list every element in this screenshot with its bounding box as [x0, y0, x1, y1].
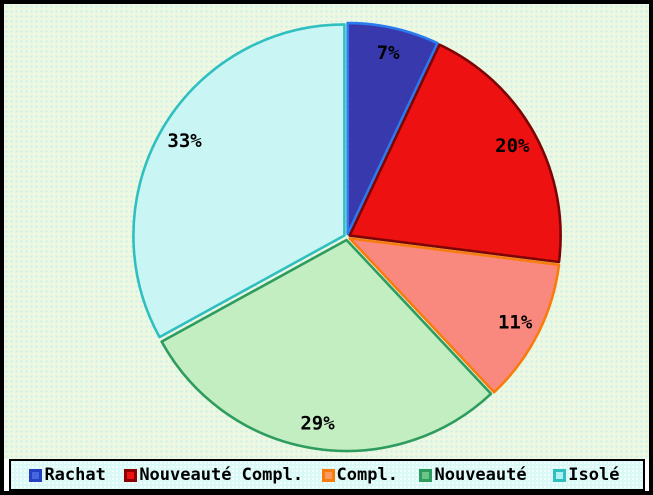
legend-item-3: Compl. [303, 461, 416, 489]
slice-percent-label: 11% [498, 312, 533, 334]
legend-marker-icon [29, 468, 43, 482]
legend-marker-icon [419, 468, 433, 482]
pie-chart: 7% 20% 11% 29% 33% [132, 21, 562, 453]
slice-percent-label: 7% [377, 42, 400, 64]
legend-item-5: Isolé [530, 461, 643, 489]
plot-area: 7% 20% 11% 29% 33% [4, 4, 649, 459]
legend-label: Nouveauté [434, 464, 527, 485]
legend-label: Compl. [336, 464, 398, 485]
legend: Rachat Nouveauté Compl. Compl. Nouveauté Iso… [9, 459, 645, 491]
pie-slice-2 [348, 43, 562, 264]
legend-label: Isolé [568, 464, 620, 485]
slice-percent-label: 33% [167, 130, 202, 152]
legend-marker-icon [321, 468, 335, 482]
pie-slice-3 [348, 237, 561, 394]
slice-percent-label: 29% [300, 412, 335, 434]
pie-slice-5 [132, 23, 346, 339]
slice-percent-label: 20% [495, 135, 530, 157]
legend-label: Nouveauté Compl. [139, 464, 304, 485]
pie-slice-4 [160, 238, 493, 453]
legend-item-4: Nouveauté [416, 461, 529, 489]
legend-item-1: Rachat [11, 461, 124, 489]
legend-marker-icon [124, 468, 138, 482]
legend-marker-icon [553, 468, 567, 482]
legend-item-2: Nouveauté Compl. [124, 461, 303, 489]
legend-label: Rachat [44, 464, 106, 485]
pie-slice-1 [346, 21, 439, 236]
